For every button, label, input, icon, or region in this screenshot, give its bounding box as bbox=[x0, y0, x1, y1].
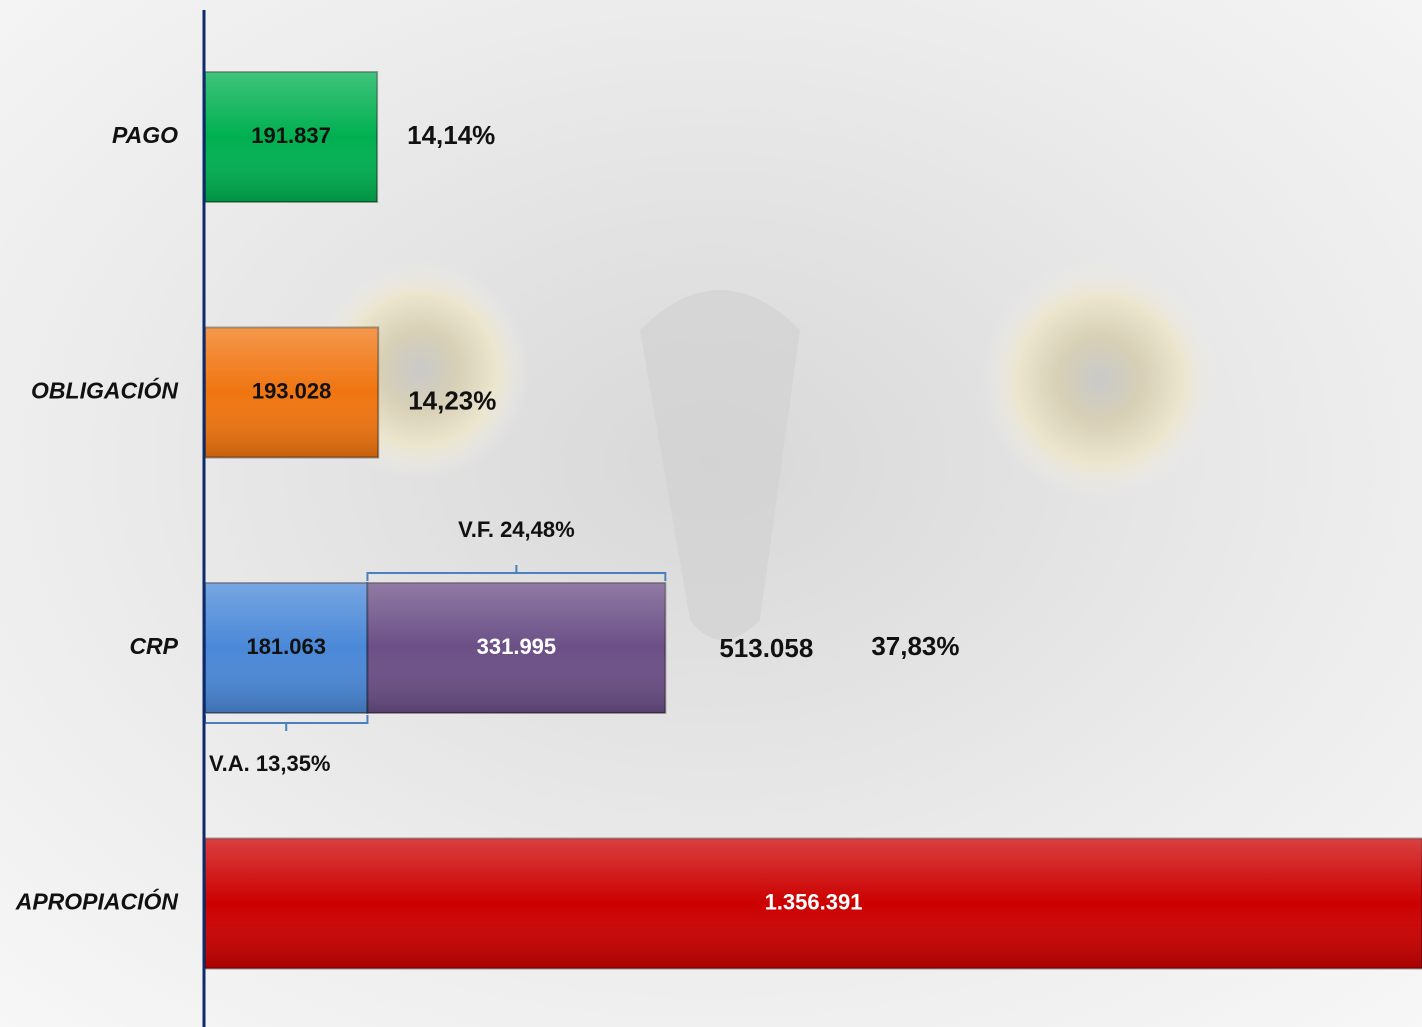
value-label: 331.995 bbox=[477, 634, 557, 659]
bracket-label: V.F. 24,48% bbox=[458, 517, 575, 542]
value-label: 191.837 bbox=[251, 123, 331, 148]
percent-label: 14,23% bbox=[408, 385, 496, 415]
value-label: 193.028 bbox=[252, 378, 332, 403]
bracket-label: V.A. 13,35% bbox=[209, 751, 331, 776]
total-label: 513.058 bbox=[719, 633, 813, 663]
percent-label: 14,14% bbox=[407, 120, 495, 150]
background-beak bbox=[640, 290, 800, 640]
percent-label: 37,83% bbox=[871, 631, 959, 661]
category-label: CRP bbox=[129, 633, 178, 659]
value-label: 181.063 bbox=[246, 634, 326, 659]
category-label: APROPIACIÓN bbox=[15, 888, 179, 915]
category-label: OBLIGACIÓN bbox=[31, 377, 178, 404]
bracket bbox=[366, 565, 667, 581]
category-label: PAGO bbox=[112, 122, 178, 148]
value-label: 1.356.391 bbox=[765, 889, 863, 914]
background-eye bbox=[980, 260, 1220, 500]
